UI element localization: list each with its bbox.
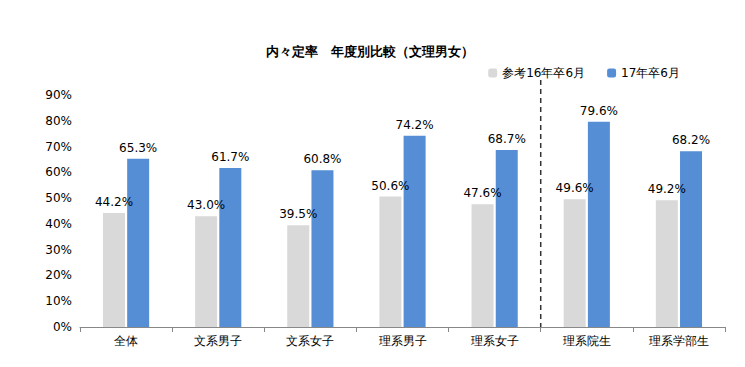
svg-text:65.3%: 65.3% <box>119 141 157 155</box>
svg-text:50.6%: 50.6% <box>371 179 409 193</box>
svg-text:全体: 全体 <box>114 334 138 348</box>
svg-text:61.7%: 61.7% <box>211 150 249 164</box>
svg-text:文系男子: 文系男子 <box>194 334 242 348</box>
svg-text:10%: 10% <box>45 294 72 308</box>
svg-text:60%: 60% <box>45 165 72 179</box>
svg-text:39.5%: 39.5% <box>279 207 317 221</box>
svg-text:79.6%: 79.6% <box>580 104 618 118</box>
svg-text:文系女子: 文系女子 <box>286 334 334 348</box>
svg-text:50%: 50% <box>45 191 72 205</box>
svg-text:70%: 70% <box>45 140 72 154</box>
svg-text:20%: 20% <box>45 268 72 282</box>
svg-text:68.7%: 68.7% <box>488 132 526 146</box>
svg-text:49.6%: 49.6% <box>556 181 594 195</box>
svg-text:68.2%: 68.2% <box>672 133 710 147</box>
svg-text:43.0%: 43.0% <box>187 198 225 212</box>
svg-text:理系学部生: 理系学部生 <box>649 334 709 348</box>
svg-text:90%: 90% <box>45 88 72 102</box>
svg-text:理系女子: 理系女子 <box>471 334 519 348</box>
svg-text:49.2%: 49.2% <box>648 182 686 196</box>
svg-text:理系院生: 理系院生 <box>563 334 611 348</box>
svg-text:理系男子: 理系男子 <box>379 334 427 348</box>
svg-text:内々定率 年度別比較（文理男女）: 内々定率 年度別比較（文理男女） <box>266 44 474 59</box>
svg-text:30%: 30% <box>45 243 72 257</box>
svg-text:0%: 0% <box>53 320 72 334</box>
svg-text:40%: 40% <box>45 217 72 231</box>
svg-text:参考16年卒6月: 参考16年卒6月 <box>502 66 585 80</box>
svg-text:47.6%: 47.6% <box>463 186 501 200</box>
svg-text:60.8%: 60.8% <box>303 152 341 166</box>
svg-text:80%: 80% <box>45 114 72 128</box>
svg-text:17年卒6月: 17年卒6月 <box>621 66 680 80</box>
svg-text:74.2%: 74.2% <box>396 118 434 132</box>
svg-text:44.2%: 44.2% <box>95 195 133 209</box>
